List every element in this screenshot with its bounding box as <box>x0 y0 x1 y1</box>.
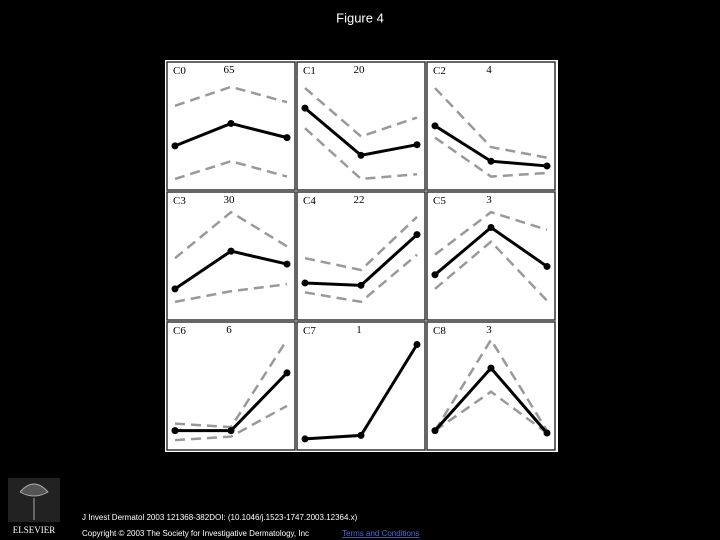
panel-label: C2 <box>433 65 446 77</box>
mean-point <box>487 157 495 165</box>
mean-point <box>227 427 235 435</box>
panel-frame <box>426 191 556 321</box>
slide-title: Figure 4 <box>336 10 384 25</box>
mean-point <box>431 427 439 435</box>
mean-point <box>543 262 551 270</box>
copyright: Copyright © 2003 The Society for Investi… <box>82 529 309 538</box>
mean-point <box>283 134 291 142</box>
panel-frame <box>296 61 426 191</box>
mean-point <box>487 364 495 372</box>
mean-point <box>413 141 421 149</box>
band-line <box>304 87 418 138</box>
panel-count: 22 <box>354 194 365 206</box>
band-line <box>174 339 289 429</box>
panel-frame <box>426 321 556 451</box>
mean-point <box>431 271 439 279</box>
panel-label: C1 <box>303 65 316 77</box>
band-line <box>304 215 418 272</box>
panel-count: 65 <box>224 64 236 76</box>
panel-count: 3 <box>486 194 492 206</box>
panel-count: 1 <box>356 324 362 336</box>
panel-frame <box>166 61 296 191</box>
mean-point <box>413 341 421 349</box>
panel-frame <box>426 61 556 191</box>
mean-point <box>301 279 309 287</box>
panel-label: C4 <box>303 195 316 207</box>
panel-label: C0 <box>173 65 186 77</box>
mean-point <box>171 285 179 293</box>
publisher-name: ELSEVIER <box>13 525 56 535</box>
band-line <box>174 404 288 442</box>
mean-point <box>413 231 421 239</box>
panel-frame <box>166 321 296 451</box>
mean-point <box>227 119 235 127</box>
publisher-logo: ELSEVIER <box>8 478 60 535</box>
band-line <box>304 253 418 304</box>
mean-point <box>301 435 309 443</box>
band-line <box>174 282 288 304</box>
panel-label: C8 <box>433 325 446 337</box>
figure: C0 65 C1 20 C2 4 C3 30 C4 22 C5 3 C6 6 C7 1 C8 3 <box>166 61 556 451</box>
mean-point <box>227 247 235 255</box>
panel-label: C7 <box>303 325 316 337</box>
band-line <box>304 127 418 181</box>
panel-frame <box>296 191 426 321</box>
band-line <box>434 87 548 159</box>
panel-frame <box>166 191 296 321</box>
terms-link[interactable]: Terms and Conditions <box>342 529 419 538</box>
mean-point <box>487 224 495 231</box>
mean-point <box>431 122 439 130</box>
panel-count: 4 <box>486 64 492 76</box>
mean-point <box>543 429 551 437</box>
panel-label: C5 <box>433 195 446 207</box>
band-line <box>434 136 548 178</box>
citation: J Invest Dermatol 2003 121368-382DOI: (1… <box>82 513 358 522</box>
mean-point <box>301 104 309 112</box>
band-line <box>174 210 288 260</box>
mean-point <box>357 431 365 439</box>
band-line <box>174 85 288 107</box>
logo-art <box>19 483 49 520</box>
band-line <box>433 337 549 432</box>
band-line <box>434 390 548 435</box>
band-line <box>434 239 548 302</box>
panel-label: C6 <box>173 325 186 337</box>
mean-point <box>543 162 551 170</box>
mean-point <box>171 142 179 150</box>
panel-count: 6 <box>226 324 232 336</box>
panel-count: 30 <box>224 194 236 206</box>
panel-count: 20 <box>354 64 366 76</box>
band-line <box>174 159 288 181</box>
panel-frame <box>296 321 426 451</box>
panel-label: C3 <box>173 195 186 207</box>
mean-point <box>283 260 291 268</box>
mean-point <box>283 369 291 377</box>
mean-point <box>171 427 179 435</box>
mean-point <box>357 151 365 159</box>
mean-point <box>357 281 365 289</box>
panel-count: 3 <box>486 324 492 336</box>
band-line <box>434 210 548 256</box>
